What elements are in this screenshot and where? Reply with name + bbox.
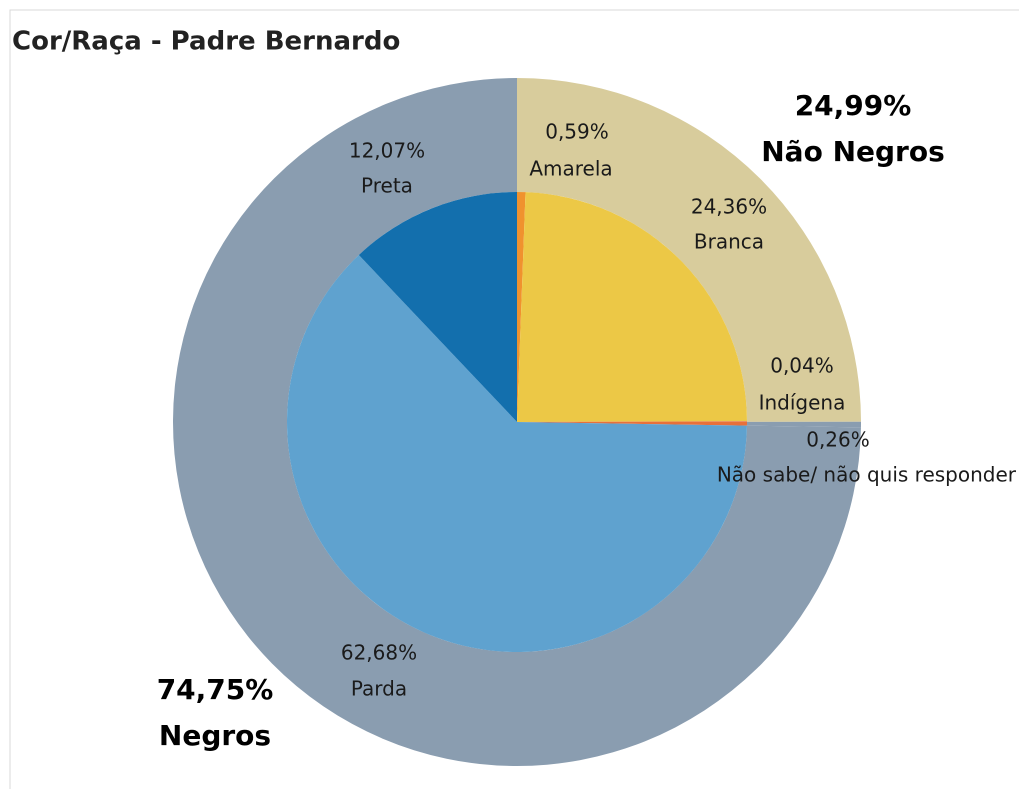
category-label: Indígena [759, 391, 846, 415]
value-label: 74,75% [157, 673, 274, 706]
category-label: Branca [694, 230, 764, 254]
chart-title: Cor/Raça - Padre Bernardo [12, 27, 400, 57]
outer-slice [517, 78, 861, 422]
value-label: 24,99% [795, 89, 912, 122]
value-label: 12,07% [349, 139, 425, 163]
inner-slice [358, 192, 517, 422]
category-label: Não Negros [761, 135, 945, 168]
category-label: Preta [361, 174, 413, 198]
value-label: 0,04% [770, 354, 834, 378]
outer-slice [173, 78, 861, 766]
inner-slice [517, 421, 747, 426]
inner-slice [517, 192, 747, 422]
frame [9, 9, 1019, 789]
inner-slice [517, 421, 747, 422]
category-label: Negros [159, 719, 271, 752]
value-label: 0,26% [806, 428, 870, 452]
category-label: Não sabe/ não quis responder [717, 463, 1017, 487]
value-label: 24,36% [691, 195, 767, 219]
value-label: 0,59% [545, 120, 609, 144]
inner-slice [287, 255, 747, 652]
outer-slice [746, 421, 861, 428]
value-label: 62,68% [341, 641, 417, 665]
inner-slice [517, 192, 526, 422]
category-label: Amarela [529, 157, 612, 181]
category-label: Parda [351, 677, 407, 701]
